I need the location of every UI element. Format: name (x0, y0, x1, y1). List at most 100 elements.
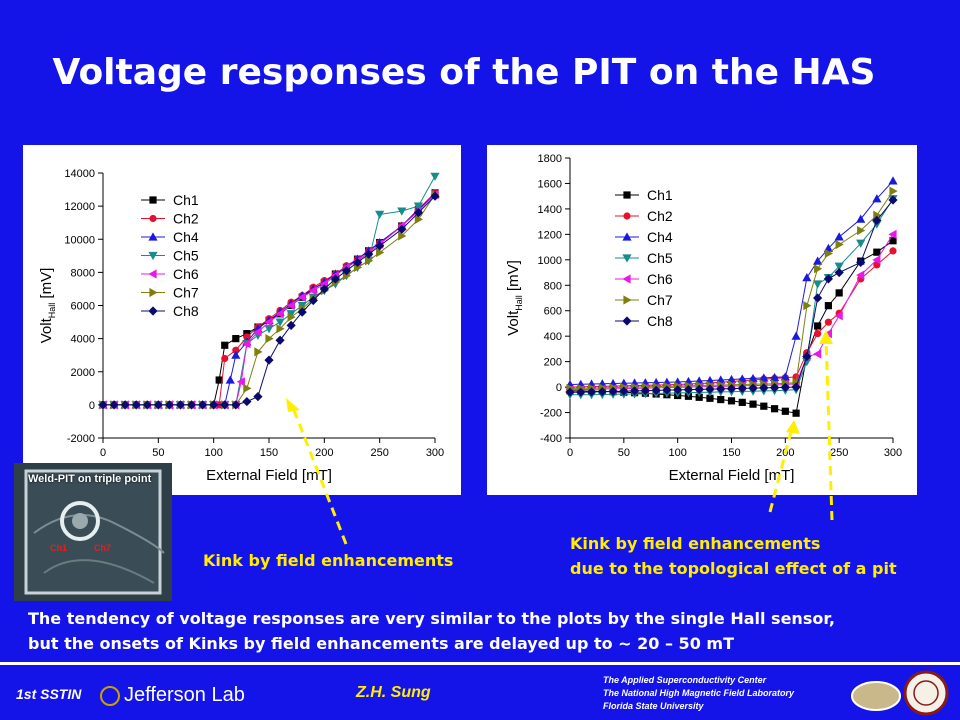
left-point-ch8 (242, 396, 252, 407)
right-legend-item-ch5: Ch5 (615, 250, 673, 266)
left-point-ch8 (120, 400, 130, 410)
right-x-tick-label: 50 (618, 447, 630, 459)
right-point-ch8 (780, 382, 790, 392)
right-point-ch8 (823, 274, 833, 284)
right-legend-item-ch4: Ch4 (615, 229, 673, 245)
left-point-ch8 (231, 400, 241, 410)
left-y-axis-label: VoltHall [mV] (38, 268, 57, 344)
left-legend-marker (148, 232, 158, 241)
right-point-ch1 (792, 409, 800, 417)
left-y-tick-label: 10000 (64, 234, 95, 246)
left-legend-item-ch2: Ch2 (141, 211, 199, 227)
left-point-ch7 (365, 256, 374, 266)
left-x-axis-label: External Field [mT] (206, 467, 332, 484)
left-legend-item-ch1: Ch1 (141, 192, 199, 208)
right-point-ch8 (565, 387, 575, 397)
left-point-ch8 (220, 400, 230, 410)
right-point-ch8 (834, 267, 844, 278)
left-line-ch2 (103, 192, 436, 406)
left-point-ch8 (209, 400, 219, 410)
left-point-ch6 (275, 309, 284, 319)
right-point-ch6 (888, 229, 897, 239)
left-point-ch6 (297, 292, 306, 302)
left-legend-marker (148, 306, 158, 316)
right-legend-item-ch2: Ch2 (615, 208, 673, 224)
right-point-ch1 (717, 395, 725, 404)
right-point-ch1 (727, 397, 736, 405)
right-x-tick-label: 250 (830, 447, 848, 459)
left-point-ch6 (286, 300, 295, 311)
left-point-ch7 (265, 334, 274, 344)
right-x-axis-label: External Field [mT] (669, 467, 795, 484)
left-point-ch8 (364, 249, 374, 259)
right-y-tick-label: 200 (544, 357, 562, 369)
right-x-tick-label: 150 (722, 447, 740, 459)
left-point-ch2 (232, 346, 240, 354)
right-point-ch1 (824, 302, 832, 310)
right-point-ch1 (760, 402, 768, 410)
left-y-tick-label: 4000 (71, 334, 95, 346)
pit-photo: Weld-PIT on triple point Ch1 Ch7 (14, 463, 172, 601)
left-legend-item-ch6: Ch6 (141, 266, 199, 282)
right-point-ch1 (873, 248, 881, 256)
left-point-ch8 (153, 400, 163, 410)
left-point-ch6 (308, 285, 317, 296)
right-legend-marker (623, 212, 631, 220)
right-point-ch8 (619, 386, 629, 396)
left-legend-item-ch7: Ch7 (141, 285, 199, 301)
right-point-ch8 (813, 293, 823, 303)
left-point-ch7 (276, 324, 285, 334)
left-legend-item-ch8: Ch8 (141, 303, 199, 319)
right-point-ch1 (835, 289, 843, 297)
right-legend-label: Ch4 (647, 229, 673, 245)
right-point-ch6 (813, 349, 822, 359)
right-series-ch8 (565, 195, 898, 397)
left-point-ch8 (264, 355, 274, 365)
institution-logos (851, 670, 949, 716)
left-x-tick-label: 200 (315, 447, 333, 459)
left-point-ch8 (131, 400, 141, 410)
left-series-ch7 (99, 189, 440, 410)
left-point-ch7 (254, 347, 263, 357)
right-series-ch6 (565, 229, 897, 395)
right-point-ch1 (781, 407, 789, 415)
left-point-ch8 (142, 400, 152, 410)
right-point-ch1 (706, 394, 714, 402)
left-point-ch5 (397, 207, 407, 216)
kink-label-left: Kink by field enhancements (203, 551, 454, 570)
right-point-ch7 (857, 225, 866, 236)
left-axes: 0 50 100 150 200 250 300 -2000 0 2000 4000 6000 8000… (64, 168, 444, 459)
left-point-ch6 (264, 317, 273, 327)
left-line-ch4 (103, 194, 436, 406)
kink-label-right-line2: due to the topological effect of a pit (570, 559, 897, 578)
left-point-ch6 (242, 338, 251, 349)
right-legend-item-ch6: Ch6 (615, 271, 673, 287)
left-point-ch5 (430, 172, 440, 181)
right-point-ch4 (759, 373, 769, 382)
right-point-ch5 (813, 280, 823, 289)
left-x-tick-label: 150 (260, 447, 278, 459)
left-point-ch8 (352, 257, 363, 268)
left-point-ch8 (175, 400, 186, 410)
right-point-ch8 (872, 215, 882, 225)
left-legend-label: Ch6 (173, 266, 199, 282)
right-point-ch6 (823, 329, 832, 339)
left-point-ch6 (236, 377, 245, 387)
right-point-ch4 (737, 374, 747, 383)
right-point-ch4 (834, 232, 844, 241)
right-point-ch7 (814, 264, 823, 274)
right-legend-item-ch8: Ch8 (615, 313, 673, 329)
right-point-ch5 (834, 262, 844, 271)
left-point-ch8 (109, 400, 119, 410)
left-point-ch7 (398, 231, 407, 241)
left-x-tick-label: 250 (370, 447, 388, 459)
left-point-ch8 (341, 266, 352, 276)
left-point-ch8 (198, 400, 208, 410)
left-legend-item-ch4: Ch4 (141, 229, 199, 245)
right-y-tick-label: 400 (544, 331, 562, 343)
jefferson-lab-logo: Jefferson Lab (100, 684, 245, 707)
left-legend-marker (148, 269, 157, 279)
kink-label-right-line1: Kink by field enhancements (570, 534, 821, 553)
pit-photo-image (14, 463, 172, 601)
right-series-ch5 (565, 195, 898, 400)
